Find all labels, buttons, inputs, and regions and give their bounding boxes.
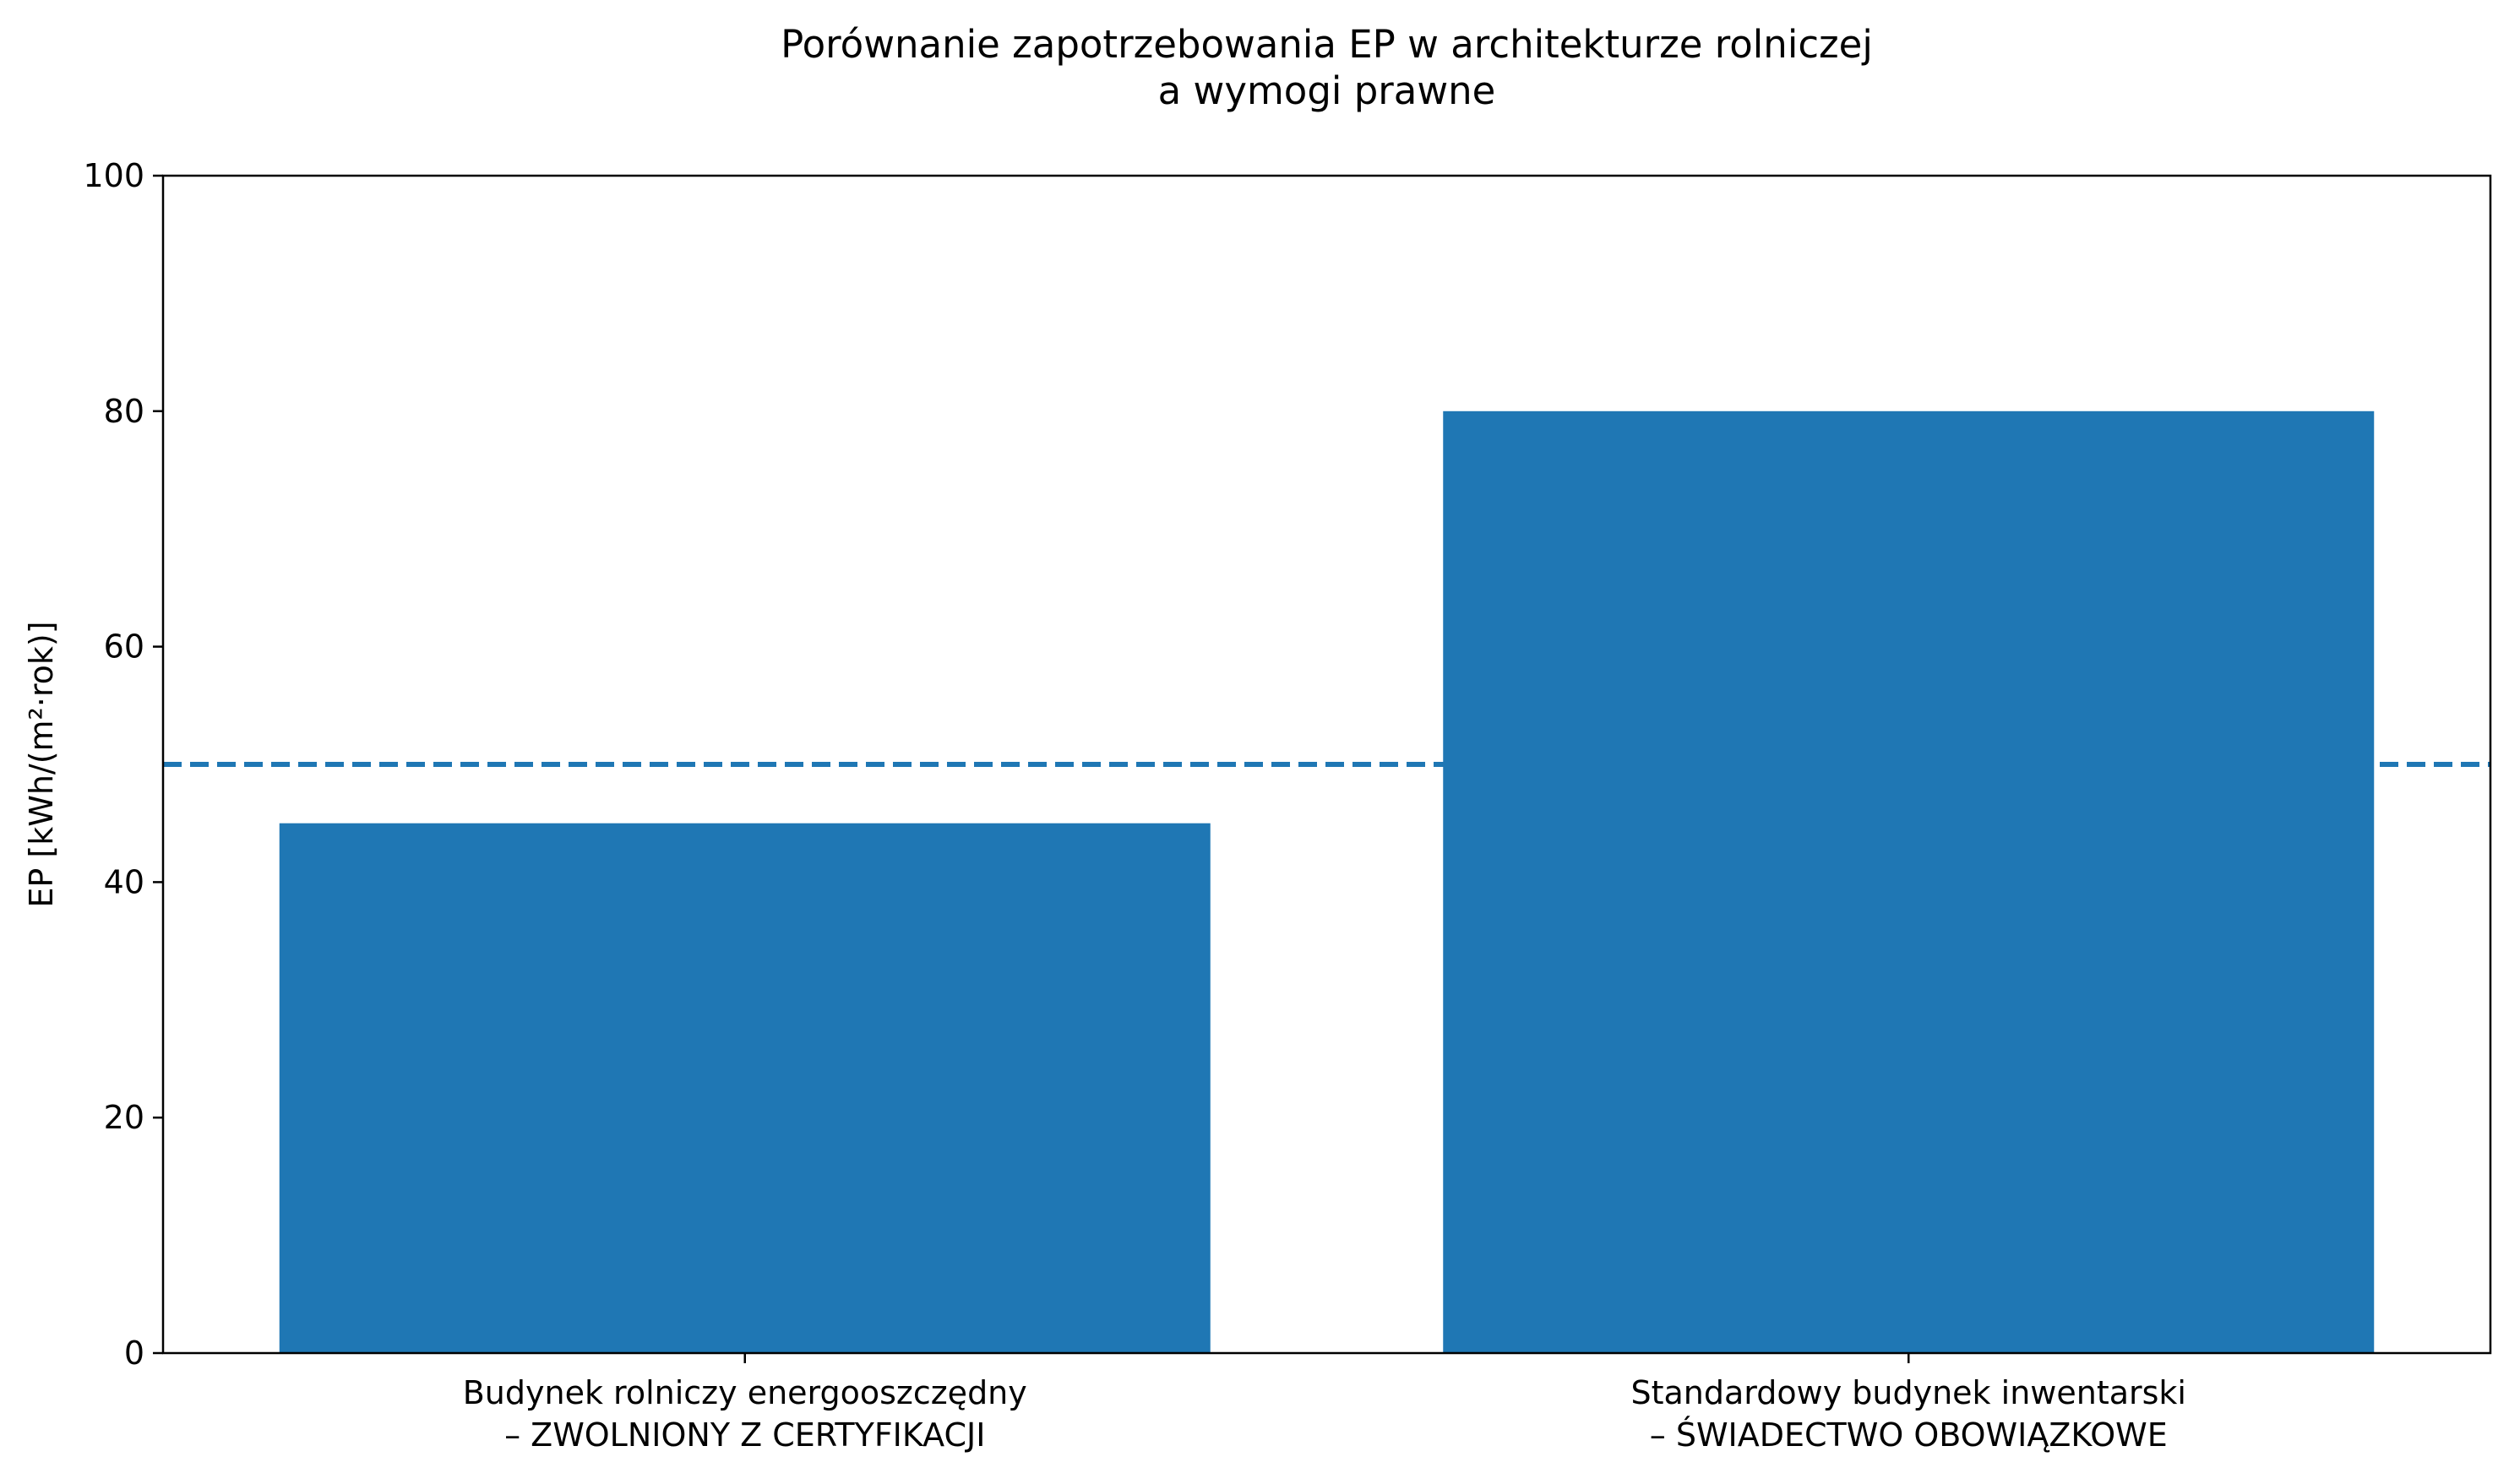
bars	[279, 410, 2375, 1353]
y-tick-label: 60	[104, 628, 144, 666]
chart-title: Porównanie zapotrzebowania EP w architek…	[781, 22, 1873, 113]
plot-frame	[161, 174, 2492, 1355]
bar	[1443, 410, 2375, 1353]
y-tick-label: 80	[104, 393, 144, 430]
y-ticks: 0 20 40 60 80 100	[83, 157, 163, 1372]
y-tick-label: 0	[124, 1335, 144, 1372]
x-tick-label: – ZWOLNIONY Z CERTYFIKACJI	[504, 1416, 985, 1454]
x-ticks: Budynek rolniczy energooszczędny – ZWOLNI…	[463, 1353, 2186, 1454]
y-tick-label: 20	[104, 1099, 144, 1136]
x-tick-label: Budynek rolniczy energooszczędny	[463, 1374, 1027, 1411]
chart-title-line: Porównanie zapotrzebowania EP w architek…	[781, 22, 1873, 67]
y-axis-label-group: EP [kWh/(m²·rok)]	[23, 621, 60, 907]
bar	[279, 823, 1211, 1353]
chart-title-line: a wymogi prawne	[1158, 68, 1496, 113]
x-tick-label: – ŚWIADECTWO OBOWIĄZKOWE	[1650, 1416, 2168, 1454]
x-tick-label: Standardowy budynek inwentarski	[1631, 1374, 2187, 1411]
y-tick-label: 40	[104, 863, 144, 900]
y-axis-label: EP [kWh/(m²·rok)]	[23, 621, 60, 907]
y-tick-label: 100	[83, 157, 144, 194]
axes	[161, 174, 2492, 1355]
